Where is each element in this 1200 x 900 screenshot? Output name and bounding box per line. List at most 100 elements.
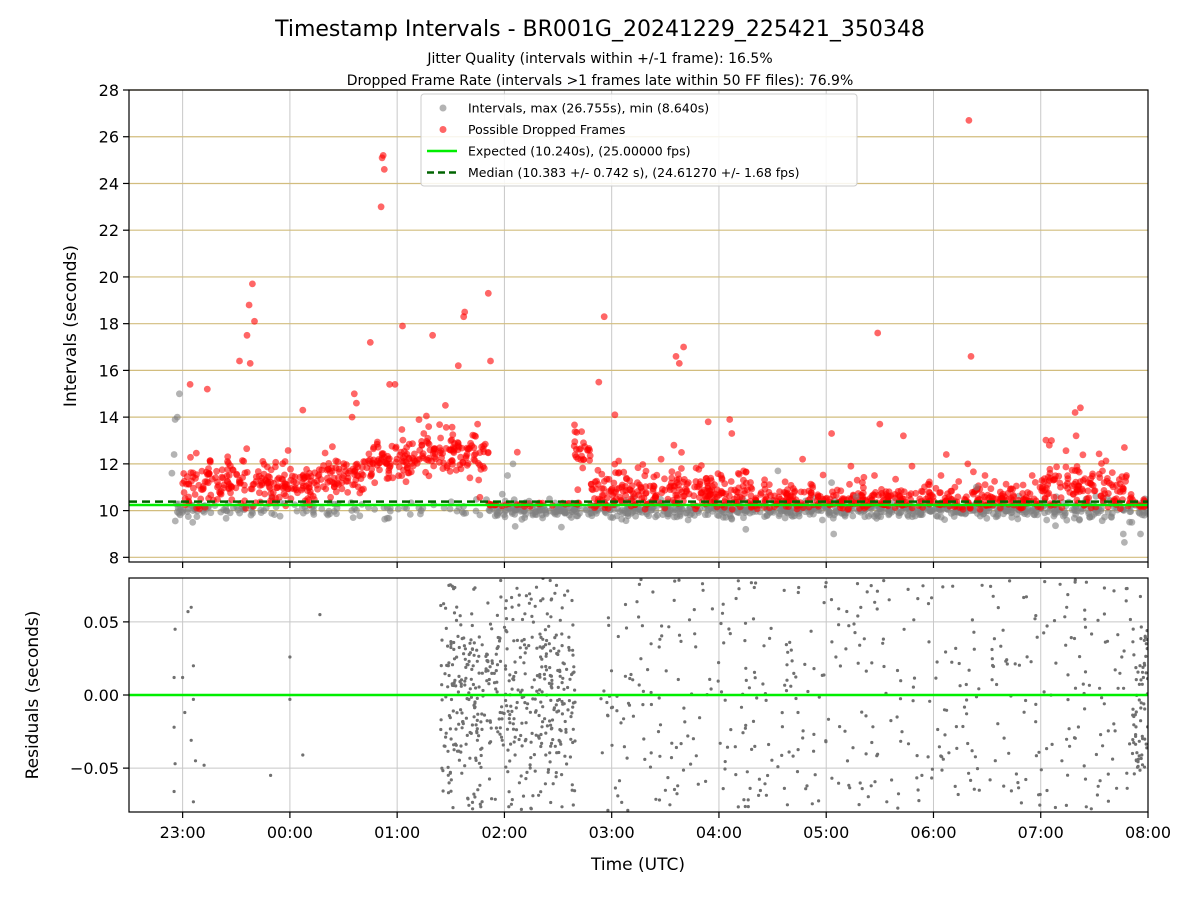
residual-point	[457, 674, 461, 679]
dropped-frame-point-notable	[942, 451, 950, 458]
residual-point	[480, 746, 484, 750]
residual-point	[477, 761, 481, 765]
residual-point	[533, 710, 538, 714]
residual-point	[502, 625, 507, 629]
residual-point	[558, 674, 562, 678]
dropped-frame-point	[351, 481, 358, 488]
dropped-frame-point	[668, 474, 676, 482]
residual-point	[915, 754, 919, 758]
residual-point	[526, 702, 530, 706]
residual-point	[694, 754, 698, 758]
residual-point	[549, 744, 553, 748]
residual-point	[1035, 635, 1039, 639]
residual-point	[975, 767, 980, 771]
interval-point	[257, 506, 265, 514]
residual-point	[683, 720, 687, 724]
residual-point	[496, 730, 500, 734]
interval-point-notable	[828, 479, 835, 486]
dropped-frame-point	[236, 479, 244, 487]
residual-point	[562, 687, 566, 691]
dropped-frame-point	[668, 468, 676, 476]
residual-point	[449, 737, 453, 741]
residual-point	[950, 660, 954, 664]
residual-point	[751, 719, 756, 724]
residual-point	[1090, 632, 1094, 636]
residual-point	[452, 640, 456, 645]
legend: Intervals, max (26.755s), min (8.640s) P…	[420, 93, 858, 187]
residual-point	[472, 715, 476, 719]
residual-point	[494, 726, 498, 730]
residual-point	[571, 623, 575, 627]
dropped-frame-point	[436, 421, 443, 428]
dropped-frame-point	[1090, 487, 1098, 495]
residual-point	[505, 727, 510, 731]
residual-point	[809, 629, 813, 633]
residual-point	[704, 779, 708, 784]
dropped-frame-point	[830, 492, 837, 499]
residual-point	[560, 699, 564, 704]
residual-point	[694, 645, 698, 649]
residual-point	[473, 700, 477, 704]
dropped-frame-point-notable	[487, 357, 494, 365]
dropped-frame-point	[405, 455, 413, 463]
residual-point	[941, 757, 945, 761]
interval-point	[1076, 516, 1083, 523]
dropped-frame-point	[310, 479, 318, 486]
residual-point	[657, 645, 661, 649]
residual-point	[533, 769, 537, 773]
residual-point	[870, 661, 874, 665]
residual-point	[477, 654, 481, 658]
residual-point	[459, 744, 463, 748]
residual-point	[505, 704, 509, 708]
residual-point	[528, 766, 532, 770]
residual-point	[540, 741, 544, 746]
residual-point	[899, 679, 903, 683]
residual-point	[455, 711, 459, 715]
residual-point	[548, 760, 552, 764]
residual-point	[1122, 649, 1126, 653]
dropped-frame-point	[227, 482, 235, 490]
residuals-y-tick-label: −0.05	[70, 759, 119, 778]
residual-point	[852, 622, 856, 626]
dropped-frame-point	[198, 467, 206, 475]
residual-point	[980, 583, 984, 587]
dropped-frame-point	[781, 478, 789, 486]
residual-point	[553, 636, 557, 640]
dropped-frame-point	[954, 493, 962, 501]
interval-point	[932, 512, 940, 520]
residual-point	[1144, 671, 1148, 675]
residual-point	[1099, 733, 1103, 737]
intervals-y-ticks: 8 10 12 14 16 18 20 22 24 26 28	[99, 81, 129, 567]
dropped-frame-point	[267, 466, 275, 474]
residual-point	[549, 598, 553, 602]
residual-point	[675, 792, 679, 796]
residual-point	[440, 638, 444, 642]
residual-point	[523, 612, 527, 616]
residual-point	[569, 715, 573, 719]
residual-point	[859, 605, 863, 610]
legend-label-dropped: Possible Dropped Frames	[468, 122, 625, 137]
dropped-frame-point	[598, 470, 606, 478]
residual-point	[862, 637, 866, 641]
residual-point	[460, 711, 464, 715]
residual-point	[1017, 663, 1022, 667]
residual-point	[995, 682, 999, 687]
dropped-frame-point	[340, 472, 348, 480]
residual-point	[1005, 662, 1009, 666]
residual-point	[556, 668, 560, 673]
residual-point	[792, 671, 796, 676]
residual-point	[444, 626, 448, 631]
interval-point	[558, 523, 565, 531]
residual-point	[873, 780, 877, 784]
residual-point	[559, 729, 563, 733]
interval-point	[222, 507, 230, 514]
dropped-frame-point	[305, 496, 313, 504]
residual-point	[509, 802, 513, 806]
residual-point	[572, 670, 576, 674]
dropped-frame-point	[970, 468, 977, 476]
residual-point	[935, 660, 939, 664]
residual-point	[812, 749, 816, 753]
dropped-frame-point	[578, 428, 585, 435]
residual-point	[506, 748, 510, 752]
dropped-frame-point	[448, 423, 456, 431]
